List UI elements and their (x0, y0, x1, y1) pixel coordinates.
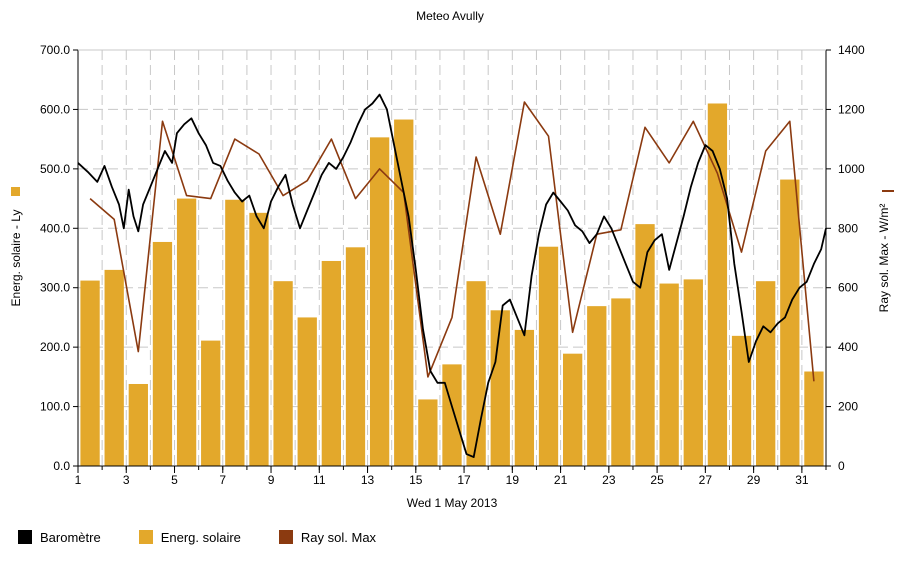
y-right-tick-label: 0 (838, 459, 845, 473)
x-tick-label: 17 (457, 473, 471, 487)
bar-energ-solaire (369, 137, 390, 467)
bar-energ-solaire (321, 260, 342, 466)
bar-energ-solaire (152, 241, 173, 466)
bar-energ-solaire (466, 281, 486, 466)
legend-item-ray-sol-max: Ray sol. Max (278, 529, 377, 545)
y-right-tick-label: 1400 (838, 43, 865, 57)
bar-energ-solaire (587, 306, 607, 466)
y-axis-label-right: Ray sol. Max - W/m² (877, 204, 891, 313)
legend-swatch-ray-sol-max (278, 530, 293, 544)
x-tick-label: 11 (313, 473, 326, 487)
bar-energ-solaire (756, 281, 776, 466)
bar-energ-solaire (394, 119, 414, 466)
y-right-tick-label: 600 (838, 281, 858, 295)
bars-layer (80, 103, 824, 467)
legend-item-energ-solaire: Energ. solaire (138, 529, 241, 545)
line-barometre (77, 93, 827, 459)
bar-energ-solaire (683, 279, 703, 466)
y-left-tick-label: 300.0 (40, 281, 70, 295)
lines-layer (77, 93, 827, 459)
x-axis-label: Wed 1 May 2013 (407, 496, 498, 510)
bar-energ-solaire (80, 280, 100, 466)
legend-label-barometre: Baromètre (40, 529, 101, 545)
chart-title: Meteo Avully (416, 9, 484, 23)
bar-energ-solaire (249, 212, 269, 466)
y-right-tick-label: 800 (838, 221, 858, 235)
y-left-tick-label: 600.0 (40, 102, 70, 116)
legend: Baromètre Energ. solaire Ray sol. Max (18, 526, 414, 548)
y-right-tick-label: 200 (838, 400, 858, 414)
legend-label-ray-sol-max: Ray sol. Max (300, 529, 377, 545)
bar-energ-solaire (104, 269, 124, 466)
x-tick-label: 29 (747, 473, 761, 487)
y-left-tick-label: 700.0 (40, 43, 70, 57)
y-axis-label-left: Energ. solaire - Ly (9, 210, 23, 307)
x-tick-label: 19 (506, 473, 520, 487)
y-right-tick-label: 400 (838, 340, 858, 354)
x-tick-label: 31 (795, 473, 809, 487)
x-tick-label: 21 (554, 473, 568, 487)
y-axis-left-series-swatch (11, 187, 20, 196)
bar-energ-solaire (128, 383, 148, 466)
bar-energ-solaire (611, 298, 631, 466)
legend-swatch-energ-solaire (138, 530, 153, 544)
bar-energ-solaire (562, 353, 583, 466)
legend-swatch-barometre (18, 530, 32, 544)
x-tick-label: 23 (602, 473, 616, 487)
x-tick-label: 3 (123, 473, 130, 487)
x-tick-label: 27 (699, 473, 713, 487)
y-left-tick-label: 500.0 (40, 162, 70, 176)
y-right-tick-label: 1000 (838, 162, 865, 176)
grid-layer (78, 50, 826, 466)
bar-energ-solaire (780, 179, 800, 466)
bar-energ-solaire (273, 281, 293, 466)
x-tick-label: 15 (409, 473, 423, 487)
y-left-tick-label: 100.0 (40, 400, 70, 414)
bar-energ-solaire (297, 317, 317, 466)
x-tick-label: 9 (268, 473, 275, 487)
x-tick-label: 13 (361, 473, 375, 487)
legend-label-energ-solaire: Energ. solaire (160, 529, 241, 545)
y-left-tick-label: 0.0 (53, 459, 70, 473)
bar-energ-solaire (804, 371, 824, 466)
bar-energ-solaire (418, 399, 438, 466)
bar-energ-solaire (225, 199, 245, 466)
x-tick-label: 1 (75, 473, 82, 487)
x-tick-label: 7 (219, 473, 226, 487)
x-tick-label: 25 (650, 473, 664, 487)
y-left-tick-label: 200.0 (40, 340, 70, 354)
axes-layer: 0.0 100.0 200.0 300.0 400.0 500.0 600.0 700.0 0 2… (40, 43, 865, 487)
bar-energ-solaire (731, 335, 752, 466)
bar-energ-solaire (659, 283, 679, 466)
bar-energ-solaire (490, 310, 510, 466)
legend-item-barometre: Baromètre (18, 530, 101, 545)
bar-energ-solaire (345, 247, 366, 466)
x-tick-label: 5 (171, 473, 178, 487)
bar-energ-solaire (514, 329, 535, 466)
bar-energ-solaire (442, 364, 462, 466)
y-right-tick-label: 1200 (838, 102, 865, 116)
bar-energ-solaire (707, 103, 728, 466)
y-left-tick-label: 400.0 (40, 221, 70, 235)
bar-energ-solaire (538, 246, 559, 466)
line-ray-sol-max (89, 101, 815, 382)
bar-energ-solaire (201, 340, 221, 466)
bar-energ-solaire (176, 198, 197, 467)
